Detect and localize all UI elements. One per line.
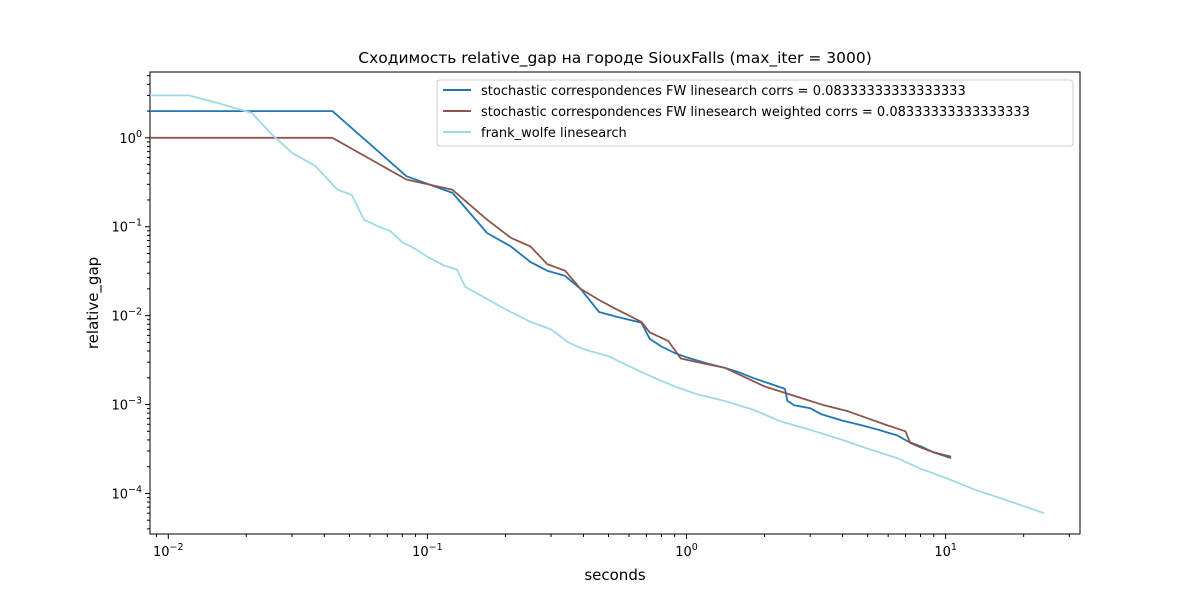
x-axis-label: seconds: [584, 566, 645, 584]
y-axis-ticks: 10−4 10−3 10−2 10−1 100: [111, 75, 150, 530]
y-axis-label: relative_gap: [84, 257, 103, 349]
chart-title: Сходимость relative_gap на городе SiouxF…: [358, 49, 872, 68]
x-axis-ticks: 10−2 10−1 100 101: [153, 534, 1070, 560]
legend-label-0: stochastic correspondences FW linesearch…: [481, 84, 966, 99]
series-line-2: [150, 94, 1045, 515]
y-tick-label-4: 100: [119, 129, 142, 147]
series-line-1: [150, 136, 952, 458]
x-tick-label-0: 10−2: [153, 542, 184, 560]
x-tick-label-1: 10−1: [412, 542, 443, 560]
y-tick-label-1: 10−3: [111, 396, 142, 414]
legend-label-1: stochastic correspondences FW linesearch…: [481, 105, 1030, 120]
legend: stochastic correspondences FW linesearch…: [436, 79, 1074, 147]
legend-label-2: frank_wolfe linesearch: [481, 126, 627, 141]
y-tick-label-0: 10−4: [111, 484, 142, 502]
x-tick-label-2: 100: [675, 542, 698, 560]
x-tick-label-3: 101: [934, 542, 957, 560]
y-tick-label-2: 10−2: [111, 307, 142, 325]
legend-box: [436, 79, 1074, 147]
series-layer: [150, 94, 1045, 515]
plot-frame: [149, 71, 1081, 535]
series-line-0: [150, 110, 952, 459]
y-tick-label-3: 10−1: [111, 218, 142, 236]
